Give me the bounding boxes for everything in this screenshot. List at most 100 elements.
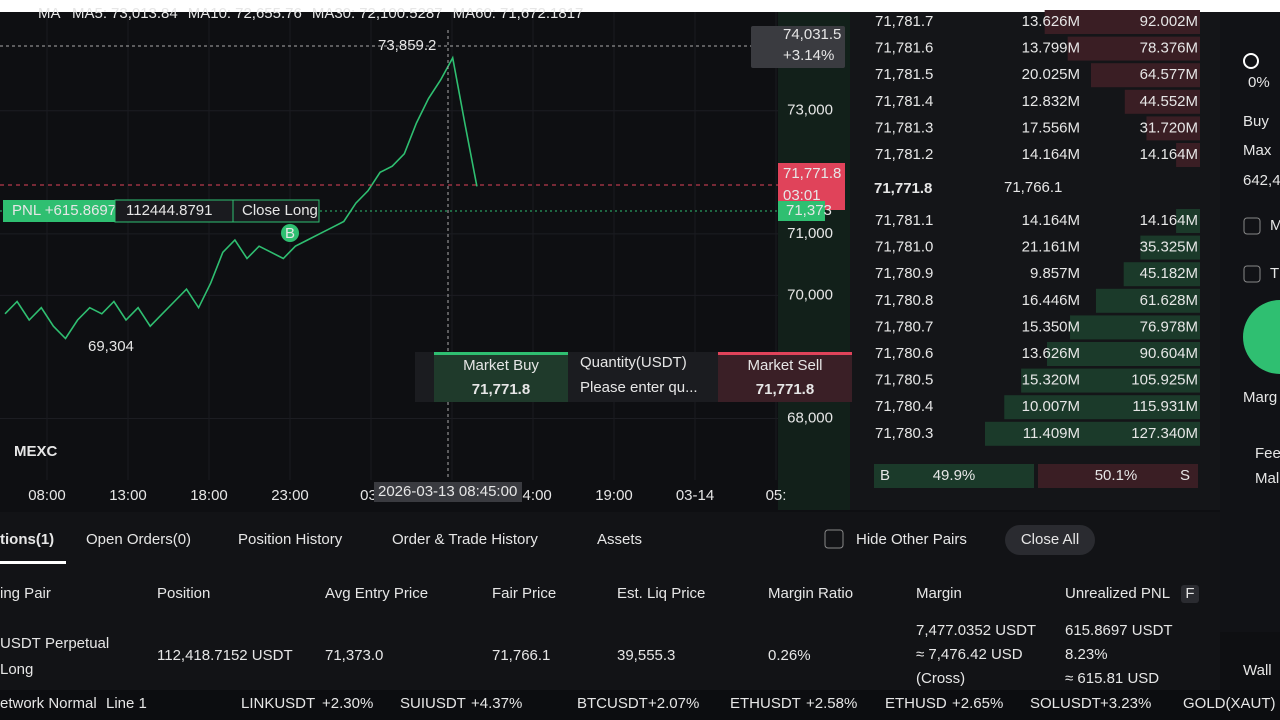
depth-bar	[1047, 342, 1200, 366]
tab[interactable]: Order & Trade History	[392, 531, 538, 548]
book-size: 11.409M	[1023, 425, 1080, 442]
qty-placeholder[interactable]: Please enter qu...	[580, 379, 698, 396]
book-size: 14.164M	[1022, 146, 1080, 163]
ma-label: MA5:	[72, 5, 107, 22]
low-label: 69,304	[88, 338, 134, 355]
margin-label: Marg	[1243, 389, 1277, 406]
column-header: Position	[157, 585, 210, 602]
book-price: 71,780.7	[875, 318, 933, 335]
active-tab-underline	[0, 561, 66, 564]
ma-value: 72,655.76	[235, 5, 302, 22]
y-tick-label: 73,000	[787, 102, 833, 119]
book-price: 71,780.6	[875, 345, 933, 362]
x-tick-label: 03-14	[676, 487, 714, 504]
crosshair-time: 2026-03-13 08:45:00	[378, 483, 517, 500]
ticker-change: +2.65%	[952, 695, 1003, 712]
sell-top	[718, 352, 852, 355]
margin: ≈ 7,476.42 USD	[916, 646, 1023, 663]
depth-bar	[1070, 315, 1200, 340]
close-all-btn[interactable]	[1005, 525, 1095, 555]
depth-bar	[1123, 262, 1200, 287]
fee-label: Fee	[1255, 445, 1280, 462]
column-header: Margin Ratio	[768, 585, 853, 602]
position-price-box	[778, 201, 825, 221]
ma-label: MA60:	[453, 5, 496, 22]
book-sum: 76.978M	[1140, 318, 1198, 335]
avg-entry: 71,373.0	[325, 647, 383, 664]
opt1-box	[1243, 217, 1261, 235]
depth-bar	[1004, 395, 1200, 420]
book-price: 71,780.5	[875, 372, 933, 389]
book-size: 12.832M	[1022, 93, 1080, 110]
sell-price: 71,771.8	[756, 381, 814, 398]
buy-label: Market Buy	[463, 357, 539, 374]
tab[interactable]: Assets	[597, 531, 642, 548]
slider-pct: 0%	[1248, 74, 1270, 91]
x-tick-label: 04:00	[514, 487, 552, 504]
opt2-box	[1243, 265, 1261, 283]
pnl-box	[3, 200, 115, 222]
mark-price: 71,766.1	[1004, 179, 1062, 196]
tab[interactable]: tions(1)	[0, 531, 54, 548]
y-tick-label: 70,000	[787, 286, 833, 303]
watermark: MEXC	[14, 443, 58, 460]
book-price: 71,781.1	[875, 212, 933, 229]
market-sell-btn[interactable]	[718, 352, 852, 402]
depth-shade	[778, 12, 850, 510]
side: Long	[0, 661, 33, 678]
book-sum: 92.002M	[1140, 13, 1198, 30]
close-long[interactable]: Close Long	[242, 202, 318, 219]
x-tick-label: 19:00	[595, 487, 633, 504]
depth-bar	[1095, 288, 1200, 313]
book-size: 10.007M	[1022, 398, 1080, 415]
sell-label: Market Sell	[747, 357, 822, 374]
crosshair-change: +3.14%	[783, 47, 834, 64]
position-price: 71,373	[786, 202, 832, 219]
tab[interactable]: Position History	[238, 531, 343, 548]
book-size: 20.025M	[1022, 66, 1080, 83]
position: 112,418.7152 USDT	[157, 647, 293, 664]
ticker-symbol: ETHUSD	[885, 695, 947, 712]
close-all: Close All	[1021, 531, 1079, 548]
book-price: 71,781.0	[875, 239, 933, 256]
ma-value: 72,100.5287	[359, 5, 442, 22]
open-btn[interactable]	[1243, 300, 1280, 374]
ticker-change: +3.23%	[1100, 695, 1151, 712]
ma-title: MA	[38, 5, 61, 22]
maker-label: Mal	[1255, 470, 1279, 487]
ma-label: MA10:	[188, 5, 231, 22]
depth-bar	[1067, 36, 1200, 61]
ma-value: 73,013.84	[111, 5, 178, 22]
margin: 7,477.0352 USDT	[916, 622, 1036, 639]
book-price: 71,781.5	[875, 66, 933, 83]
x-tick-label: 13:00	[109, 487, 147, 504]
buy-ratio: 49.9%	[933, 467, 976, 484]
tab[interactable]: Open Orders(0)	[86, 531, 191, 548]
depth-bar	[1044, 10, 1200, 34]
ma-label: MA30:	[312, 5, 355, 22]
sell-ratio-bar	[1038, 464, 1198, 488]
slider-knob	[1243, 53, 1259, 69]
margin: (Cross)	[916, 670, 965, 687]
depth-bar	[1146, 116, 1200, 141]
pair: USDT	[0, 635, 41, 652]
pnl: PNL +615.8697	[12, 202, 116, 219]
network-status: etwork Normal	[0, 695, 97, 712]
depth-bar	[1090, 63, 1200, 88]
book-sum: 78.376M	[1140, 40, 1198, 57]
book-price: 71,781.2	[875, 146, 933, 163]
x-tick-label: 18:00	[190, 487, 228, 504]
ticker-change: +4.37%	[471, 695, 522, 712]
book-sum: 64.577M	[1140, 66, 1198, 83]
checkbox[interactable]	[824, 529, 844, 549]
x-tick-label: 05:	[766, 487, 787, 504]
book-sum: 14.164M	[1140, 146, 1198, 163]
ticker-symbol: SUIUSDT	[400, 695, 466, 712]
book-sum: 45.182M	[1140, 265, 1198, 282]
depth-bar	[1124, 89, 1200, 114]
depth-bar	[1176, 209, 1200, 233]
market-buy-btn[interactable]	[434, 352, 568, 402]
mid-price: 71,771.8	[874, 180, 932, 197]
option: T	[1270, 265, 1279, 282]
